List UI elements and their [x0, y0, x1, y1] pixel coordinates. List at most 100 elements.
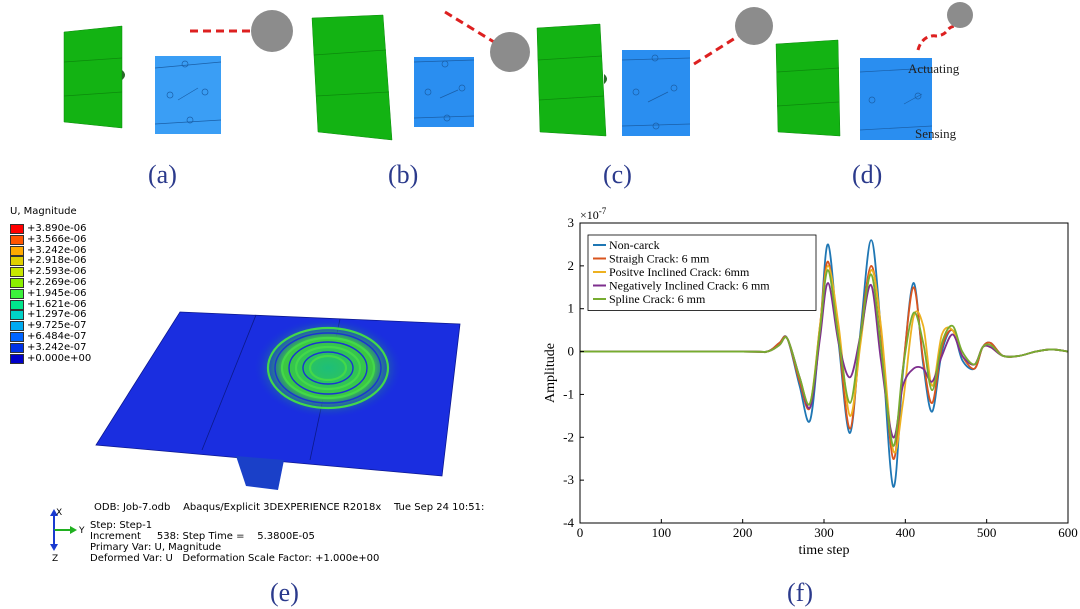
legend-swatch	[10, 267, 24, 278]
fem-stiffener	[236, 456, 284, 490]
y-tick-label: 0	[568, 344, 575, 359]
axis-label-x: X	[56, 508, 62, 518]
legend-value: +0.000e+00	[27, 352, 92, 364]
legend-entry: +3.890e-06	[10, 224, 87, 234]
legend-label: Non-carck	[609, 238, 660, 252]
legend-entry: +3.242e-06	[10, 244, 87, 256]
blue-plate-b	[414, 57, 474, 127]
deformed-var-info: Deformed Var: U Deformation Scale Factor…	[90, 553, 380, 564]
amplitude-chart: 0 100 200 300 400 500 600 -4 -3 -2 -1 0 1 2 3 time ste…	[543, 206, 1078, 558]
panel-label-e: (e)	[270, 578, 299, 607]
legend-label: Straigh Crack: 6 mm	[609, 252, 710, 266]
x-tick-label: 600	[1058, 525, 1078, 540]
y-tick-label: -4	[563, 515, 574, 530]
legend-swatch	[10, 278, 24, 288]
x-tick-label: 0	[577, 525, 584, 540]
step-info: Step: Step-1	[90, 520, 153, 531]
panel-label-c: (c)	[603, 160, 632, 189]
legend-entry: +2.918e-06	[10, 255, 87, 267]
y-tick-label: -1	[563, 386, 574, 401]
green-plate-b	[311, 14, 393, 141]
panel-label-d: (d)	[852, 160, 883, 189]
legend-entry: +1.621e-06	[10, 298, 87, 310]
schematic-a	[63, 10, 293, 134]
impactor-ball-c	[735, 7, 773, 45]
y-tick-label: 2	[568, 258, 575, 273]
legend-value: +9.725e-07	[27, 320, 87, 332]
green-plate-c	[536, 23, 607, 137]
green-plate-a	[63, 25, 123, 129]
series-line-1	[580, 260, 1069, 460]
legend-label: Negatively Inclined Crack: 6 mm	[609, 279, 770, 293]
exponent-label: ×10-7	[580, 206, 607, 222]
primary-var-info: Primary Var: U, Magnitude	[90, 542, 222, 553]
legend-entry: +2.269e-06	[10, 278, 87, 288]
legend-value: +2.269e-06	[27, 277, 87, 288]
legend-label: Positve Inclined Crack: 6mm	[609, 265, 750, 279]
x-tick-label: 200	[733, 525, 753, 540]
fem-legend: U, Magnitude +3.890e-06 +3.566e-06 +3.242e…	[6, 206, 106, 366]
panel-label-f: (f)	[787, 578, 813, 607]
legend-entry: +3.242e-07	[10, 341, 87, 353]
actuating-label: Actuating	[908, 61, 960, 76]
legend-value: +1.297e-06	[27, 309, 87, 321]
legend-entry: +2.593e-06	[10, 266, 87, 278]
schematic-d	[775, 2, 973, 140]
impact-path-b	[444, 10, 495, 44]
fem-legend-title: U, Magnitude	[10, 206, 77, 217]
legend-value: +3.242e-07	[27, 341, 87, 353]
green-plate-d	[775, 39, 841, 137]
legend-entry: +0.000e+00	[10, 352, 92, 364]
x-axis-label: time step	[799, 543, 850, 558]
legend-entry: +1.945e-06	[10, 287, 87, 299]
impact-path-d	[916, 24, 957, 51]
legend-swatch	[10, 332, 24, 342]
legend-value: +3.242e-06	[27, 244, 87, 256]
legend-swatch	[10, 234, 24, 245]
legend-swatch	[10, 256, 24, 267]
sensing-label: Sensing	[915, 126, 957, 141]
x-tick-label: 100	[652, 525, 672, 540]
axis-label-z: Z	[52, 554, 58, 564]
y-axis-label: Amplitude	[543, 343, 558, 403]
axis-label-y: Y	[78, 526, 85, 536]
y-tick-label: 1	[568, 301, 575, 316]
legend-swatch	[10, 321, 24, 332]
legend-label: Spline Crack: 6 mm	[609, 292, 706, 306]
legend-swatch	[10, 299, 24, 310]
impact-path-c	[693, 33, 741, 66]
axis-triad: X Y Z	[50, 508, 85, 564]
legend-value: +2.918e-06	[27, 255, 87, 267]
legend-value: +6.484e-07	[27, 331, 87, 342]
legend-swatch	[10, 245, 24, 256]
y-tick-label: 3	[568, 215, 575, 230]
x-tick-label: 400	[896, 525, 916, 540]
legend-entry: +9.725e-07	[10, 320, 87, 332]
odb-info: ODB: Job-7.odb Abaqus/Explicit 3DEXPERIE…	[94, 502, 485, 513]
legend-swatch	[10, 288, 24, 299]
series-line-4	[580, 269, 1069, 447]
schematic-c	[536, 7, 773, 137]
legend-value: +1.621e-06	[27, 298, 87, 310]
legend-value: +2.593e-06	[27, 266, 87, 278]
legend-value: +3.566e-06	[27, 233, 87, 245]
impactor-ball-d	[947, 2, 973, 28]
x-tick-label: 500	[977, 525, 997, 540]
increment-info: Increment 538: Step Time = 5.3800E-05	[90, 531, 315, 542]
legend-swatch	[10, 224, 24, 234]
panel-label-a: (a)	[148, 160, 177, 189]
legend-entry: +1.297e-06	[10, 309, 87, 321]
fem-plate-view	[95, 311, 461, 490]
schematic-row	[63, 2, 973, 141]
legend-value: +1.945e-06	[27, 287, 87, 299]
y-tick-label: -3	[563, 472, 574, 487]
schematic-b	[311, 10, 530, 141]
wave-rings	[266, 326, 390, 410]
x-tick-label: 300	[814, 525, 834, 540]
legend-value: +3.890e-06	[27, 223, 87, 234]
impactor-ball-b	[490, 32, 530, 72]
legend-swatch	[10, 353, 24, 364]
legend-swatch	[10, 342, 24, 353]
impactor-ball-a	[251, 10, 293, 52]
